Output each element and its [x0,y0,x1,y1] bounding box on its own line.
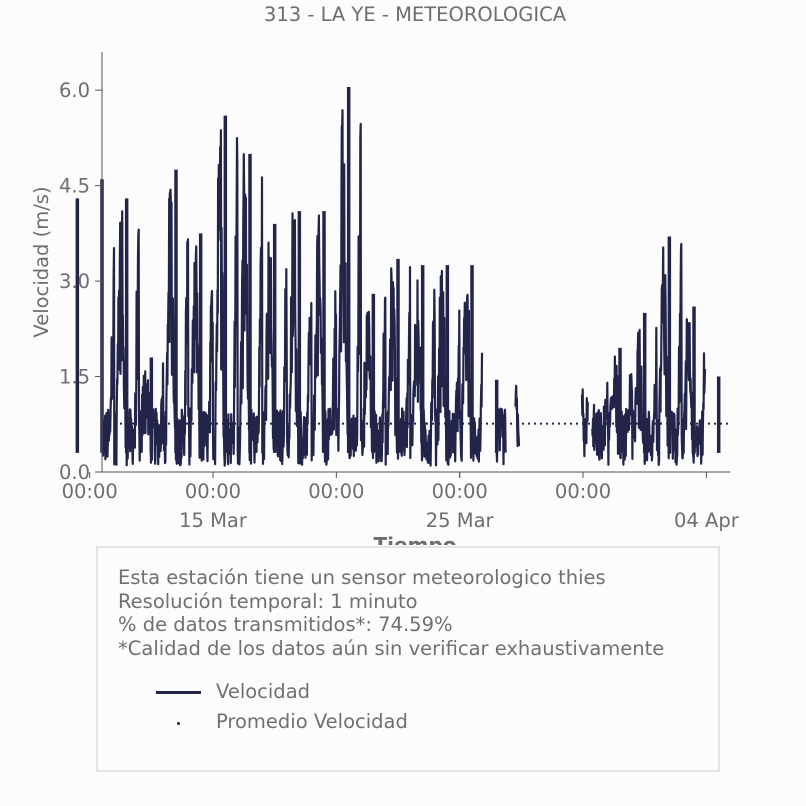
info-line-quality: *Calidad de los datos aún sin verificar … [118,636,665,660]
y-tick-label: 3.0 [59,270,90,293]
x-tick-label: 00:00 [62,480,118,503]
info-text: Esta estación tiene un sensor meteorolog… [118,566,664,660]
info-box: Esta estación tiene un sensor meteorolog… [96,546,720,772]
x-tick-label: 00:00 [432,480,488,503]
y-axis-label: Velocidad (m/s) [30,186,53,337]
plot-area [75,87,730,467]
info-line-sensor: Esta estación tiene un sensor meteorolog… [118,566,606,589]
x-tick-label: 00:00 [555,480,611,503]
x-date-label: 25 Mar [426,509,495,532]
info-line-resolution: Resolución temporal: 1 minuto [118,589,418,613]
wind-speed-chart: 313 - LA YE - METEOROLOGICA 0.0 1.5 3.0 4.5… [30,3,740,545]
chart-title: 313 - LA YE - METEOROLOGICA [264,3,567,26]
legend-label-promedio: Promedio Velocidad [216,710,408,733]
legend-line-marker [156,691,201,694]
x-tick-label: 00:00 [308,480,364,503]
info-line-transmitted: % de datos transmitidos*: 74.59% [118,613,453,636]
legend-label-velocidad: Velocidad [216,680,311,703]
y-tick-label: 6.0 [59,79,90,102]
series-velocidad [100,109,707,467]
axes: 0.0 1.5 3.0 4.5 6.0 00:00 00:00 00:00 00:00 00:00… [59,52,740,532]
x-tick-label: 00:00 [185,480,241,503]
y-tick-label: 4.5 [59,175,90,198]
y-tick-label: 0.0 [59,461,90,484]
x-date-label: 04 Apr [674,509,740,532]
x-date-label: 15 Mar [179,509,248,532]
legend-dot-marker [177,722,180,725]
x-axis-label: Tiempo [374,533,457,545]
y-tick-label: 1.5 [59,366,90,389]
